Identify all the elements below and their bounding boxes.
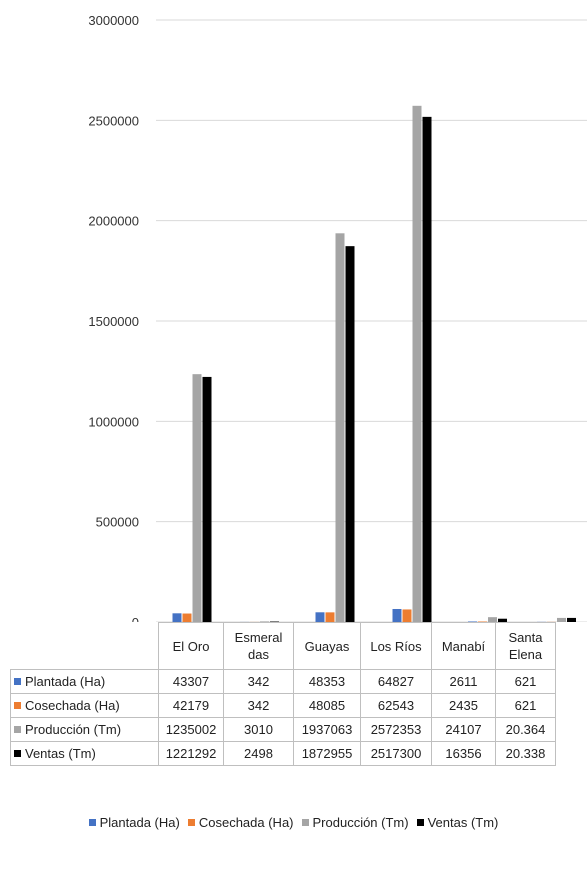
legend-swatch [416,819,424,826]
bar-esmeraldas-series-3 [270,621,279,622]
category-label-line: Esmeral [234,630,283,645]
table-corner [10,622,159,670]
table-cell: 2572353 [360,717,432,742]
legend-label: Producción (Tm) [312,815,409,830]
bar-los-ríos-series-3 [422,116,432,622]
category-label: Esmeral das [223,622,294,670]
series-row-header: Plantada (Ha) [10,669,159,694]
legend-label: Ventas (Tm) [427,815,499,830]
table-cell: 1937063 [293,717,361,742]
series-name: Producción (Tm) [25,722,122,737]
bar-esmeraldas-series-2 [260,621,269,622]
table-cell: 1872955 [293,741,361,766]
series-name: Plantada (Ha) [25,674,106,689]
category-label-line: Elena [508,647,543,662]
table-cell: 342 [223,669,294,694]
bar-los-ríos-series-0 [392,608,402,622]
table-cell: 2435 [431,693,496,718]
table-row: Producción (Tm) 1235002 3010 1937063 2572353… [10,717,556,742]
table-cell: 48353 [293,669,361,694]
y-tick-label: 1000000 [88,414,139,429]
legend-swatch [301,819,309,826]
data-table: El Oro Esmeral das Guayas Los Ríos Manabí Sant… [10,622,556,766]
series-row-header: Ventas (Tm) [10,741,159,766]
table-cell: 16356 [431,741,496,766]
table-row: Plantada (Ha) 43307 342 48353 64827 2611 621 [10,669,556,694]
chart-plot-area: 0 500000 1000000 1500000 2000000 2500000 30000… [88,13,587,622]
table-cell: 1221292 [158,741,224,766]
y-tick-label: 1500000 [88,314,139,329]
category-label-line: Guayas [304,638,350,654]
series-row-header: Producción (Tm) [10,717,159,742]
legend-item: Producción (Tm) [301,815,409,830]
table-cell: 24107 [431,717,496,742]
category-label: El Oro [158,622,224,670]
category-label: Guayas [293,622,361,670]
table-cell: 62543 [360,693,432,718]
bar-guayas-series-2 [335,233,345,622]
bar-manabí-series-3 [498,618,507,622]
bar-el-oro-series-2 [192,374,202,622]
table-cell: 20.364 [495,717,556,742]
series-name: Cosechada (Ha) [25,698,120,713]
bar-el-oro-series-3 [202,376,212,622]
legend-item: Cosechada (Ha) [187,815,294,830]
series-row-header: Cosechada (Ha) [10,693,159,718]
legend-item: Plantada (Ha) [88,815,180,830]
bar-los-ríos-series-1 [402,609,412,622]
table-cell: 48085 [293,693,361,718]
legend-swatch [88,819,96,826]
bar-manabí-series-0 [468,621,477,622]
category-label-line: das [248,647,269,662]
table-cell: 20.338 [495,741,556,766]
y-tick-label: 3000000 [88,13,139,28]
bar-santa-elena-series-2 [557,617,566,622]
table-cell: 342 [223,693,294,718]
category-label: Los Ríos [360,622,432,670]
category-label: Santa Elena [495,622,556,670]
y-tick-label: 2000000 [88,214,139,229]
bar-los-ríos-series-2 [412,105,422,622]
category-label-line: Los Ríos [370,638,422,654]
bar-santa-elena-series-3 [567,617,576,622]
y-tick-label: 2500000 [88,113,139,128]
bar-guayas-series-1 [325,612,335,622]
table-cell: 2498 [223,741,294,766]
legend-label: Plantada (Ha) [99,815,180,830]
series-swatch [14,750,21,757]
table-cell: 2517300 [360,741,432,766]
category-label: Manabí [431,622,496,670]
table-row: Cosechada (Ha) 42179 342 48085 62543 2435 621 [10,693,556,718]
table-cell: 42179 [158,693,224,718]
series-swatch [14,726,21,733]
bar-guayas-series-3 [345,246,355,622]
legend-swatch [187,819,195,826]
table-cell: 1235002 [158,717,224,742]
bar-el-oro-series-0 [172,613,182,622]
series-name: Ventas (Tm) [25,746,96,761]
bar-el-oro-series-1 [182,613,192,622]
legend-item: Ventas (Tm) [416,815,499,830]
series-swatch [14,702,21,709]
legend-label: Cosechada (Ha) [198,815,294,830]
table-row: Ventas (Tm) 1221292 2498 1872955 2517300 1635… [10,741,556,766]
table-cell: 3010 [223,717,294,742]
table-cell: 621 [495,669,556,694]
category-label-line: Santa [508,630,543,645]
bar-manabí-series-2 [488,617,497,622]
table-cell: 64827 [360,669,432,694]
y-tick-label: 0 [132,615,139,622]
table-cell: 2611 [431,669,496,694]
chart-legend: Plantada (Ha) Cosechada (Ha) Producción (T… [0,815,587,830]
category-label-line: Manabí [441,638,486,654]
category-label-line: El Oro [172,638,210,654]
table-cell: 621 [495,693,556,718]
y-tick-label: 500000 [96,515,139,530]
series-swatch [14,678,21,685]
table-cell: 43307 [158,669,224,694]
bar-guayas-series-0 [315,612,325,622]
